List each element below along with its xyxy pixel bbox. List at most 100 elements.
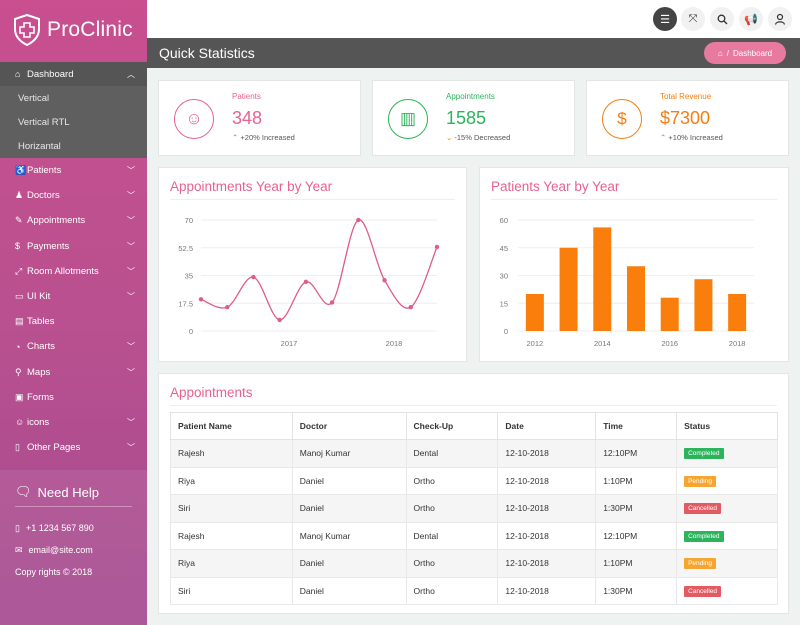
data-point[interactable] [225,305,230,310]
help-title: 🗨 Need Help [15,484,132,507]
sidebar-item-other-pages[interactable]: ▯ Other Pages ﹀ [0,435,147,460]
data-point[interactable] [198,297,204,302]
data-point[interactable] [277,317,282,323]
breadcrumb[interactable]: ⌂ / Dashboard [704,42,786,64]
stat-card-appointments: ▥ Appointments 1585 ⌄ -15% Decreased [372,80,575,156]
doctor-icon: ♟ [15,190,24,201]
submenu-item[interactable]: Horizantal [18,140,61,152]
table-cell: 1:30PM [595,576,678,605]
fullscreen-button[interactable]: ⤧ [681,7,705,31]
table-row[interactable]: Siri Daniel Ortho 12-10-2018 1:30PM Cancelled [170,576,778,605]
column-header[interactable]: Time [595,412,678,440]
sidebar-item-label: Patients [27,165,62,177]
column-header[interactable]: Patient Name [170,412,293,440]
table-cell: Ortho [405,576,499,605]
profile-button[interactable] [768,7,792,31]
table-cell: 12-10-2018 [497,494,597,523]
table-cell: Rajesh [170,439,293,468]
sidebar-item-charts[interactable]: ◔ Charts ﹀ [0,334,147,359]
x-tick-label: 2018 [729,339,746,348]
table-row[interactable]: Siri Daniel Ortho 12-10-2018 1:30PM Cancelled [170,494,778,523]
bar[interactable] [525,294,544,331]
data-point[interactable] [303,279,309,285]
table-cell: Daniel [291,494,407,523]
chevron-down-icon: ﹀ [127,443,135,453]
chevron-down-icon: ﹀ [127,417,135,427]
sidebar: ProClinic ⌂ Dashboard ︿ Vertical Vertical RT… [0,0,147,625]
table-row[interactable]: Rajesh Manoj Kumar Dental 12-10-2018 12:10PM… [170,439,778,468]
table-row[interactable]: Riya Daniel Ortho 12-10-2018 1:10PM Pending [170,549,778,578]
table-icon: ▤ [15,316,24,327]
sidebar-item-label: Forms [27,391,54,403]
data-point[interactable] [434,244,440,250]
table-cell: 1:10PM [595,549,678,578]
column-header[interactable]: Status [676,412,778,440]
status-badge: Completed [684,530,724,542]
sidebar-item-appointments[interactable]: ✎ Appointments ﹀ [0,208,147,233]
users-icon: ♿ [15,165,27,176]
sidebar-item-ui-kit[interactable]: ▭ UI Kit ﹀ [0,284,147,309]
divider [491,199,777,200]
y-tick-label: 17.5 [178,299,193,308]
logo[interactable]: ProClinic [0,0,147,60]
stat-card-total-revenue: $ Total Revenue $7300 ⌃ +10% Increased [586,80,789,156]
sidebar-nav: ⌂ Dashboard ︿ Vertical Vertical RTL Horizanta… [0,62,147,460]
bar[interactable] [559,247,578,331]
x-tick-label: 2016 [661,339,678,348]
table-cell: Cancelled [676,576,778,605]
table-cell: Dental [405,439,499,468]
series-line [200,219,438,321]
sidebar-item-label: Charts [27,341,55,353]
bar[interactable] [593,227,612,331]
table-cell: Rajesh [170,521,293,550]
sidebar-item-icons[interactable]: ☺ icons ﹀ [0,410,147,435]
data-point[interactable] [408,305,413,310]
data-point[interactable] [329,300,335,305]
status-badge: Completed [684,448,724,460]
status-badge: Pending [684,475,716,487]
data-point[interactable] [356,217,361,223]
sidebar-item-tables[interactable]: ▤ Tables [0,309,147,334]
bar[interactable] [660,297,679,331]
bar[interactable] [627,266,645,331]
table-cell: Ortho [405,494,499,523]
patients-chart-card: Patients Year by Year 60 45 30 15 0 2012 2014 2… [479,167,789,362]
column-header[interactable]: Date [497,412,597,440]
submenu-item[interactable]: Vertical RTL [18,116,70,128]
data-point[interactable] [382,278,387,283]
column-header[interactable]: Doctor [291,412,407,440]
dollar-icon: $ [602,99,642,139]
notifications-button[interactable]: 📢 [739,7,763,31]
y-tick-label: 0 [504,327,508,336]
bar[interactable] [694,279,713,331]
data-point[interactable] [251,274,256,280]
submenu-item[interactable]: Vertical [18,92,50,104]
smile-icon: ☺ [15,417,25,428]
table-cell: Daniel [291,576,407,605]
y-tick-label: 52.5 [178,244,193,253]
status-badge: Cancelled [684,503,722,515]
table-row[interactable]: Riya Daniel Ortho 12-10-2018 1:10PM Pending [170,466,778,495]
sidebar-item-maps[interactable]: ⚲ Maps ﹀ [0,360,147,385]
sidebar-item-label: Doctors [27,190,60,202]
divider [170,199,455,200]
help-email[interactable]: ✉ email@site.com [15,544,93,556]
sidebar-item-patients[interactable]: ♿ Patients ﹀ [0,158,147,183]
sidebar-item-room-allotments[interactable]: ⤢ Room Allotments ﹀ [0,259,147,284]
column-header[interactable]: Check-Up [405,412,499,440]
page-header: Quick Statistics ⌂ / Dashboard [147,38,800,68]
file-icon: ▯ [15,442,20,453]
sidebar-item-doctors[interactable]: ♟ Doctors ﹀ [0,183,147,208]
bar[interactable] [728,294,747,331]
menu-toggle-button[interactable]: ☰ [653,7,677,31]
appointments-table-card: Appointments Patient Name Doctor Check-Up D… [158,373,789,614]
arrow-up-icon: ⌃ [660,133,667,142]
y-tick-label: 15 [500,299,508,308]
sidebar-item-forms[interactable]: ▣ Forms [0,385,147,410]
sidebar-item-payments[interactable]: $ Payments ﹀ [0,234,147,259]
sidebar-item-dashboard[interactable]: ⌂ Dashboard ︿ [0,62,147,86]
search-button[interactable] [710,7,734,31]
chevron-down-icon: ﹀ [127,342,135,352]
search-icon [717,14,727,24]
table-row[interactable]: Rajesh Manoj Kumar Dental 12-10-2018 12:10PM… [170,521,778,550]
